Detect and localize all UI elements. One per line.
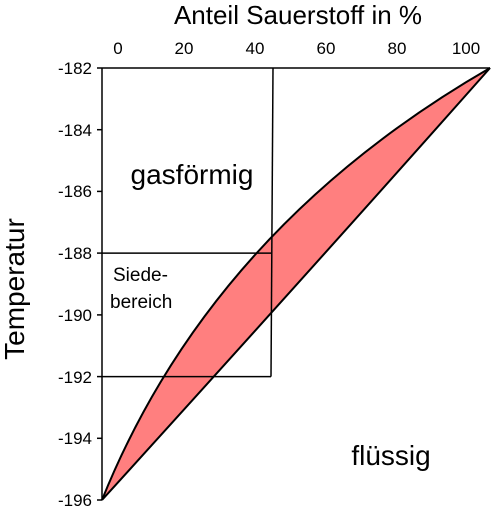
x-tick-label: 60 (317, 39, 336, 58)
y-tick-label: -194 (58, 429, 92, 448)
x-tick-labels: 0 20 40 60 80 100 (113, 39, 480, 58)
liquid-region-label: flüssig (351, 440, 430, 471)
x-tick-label: 80 (388, 39, 407, 58)
boiling-construction-lines (102, 67, 274, 378)
y-tick-label: -184 (58, 121, 92, 140)
y-tick-label: -186 (58, 182, 92, 201)
boiling-range-label-line2: bereich (110, 292, 172, 313)
x-axis-title: Anteil Sauerstoff in % (174, 0, 422, 30)
y-tick-label: -188 (58, 244, 92, 263)
y-axis-title: Temperatur (0, 218, 30, 360)
gas-region-label: gasförmig (131, 159, 254, 190)
boiling-range-label-line1: Siede- (113, 265, 168, 286)
y-tick-label: -190 (58, 306, 92, 325)
x-tick-label: 0 (113, 39, 122, 58)
y-tick-labels: -182 -184 -186 -188 -190 -192 -194 -196 (58, 59, 92, 510)
y-tick-marks (97, 67, 102, 501)
vertical-composition-line (270, 67, 274, 377)
y-tick-label: -192 (58, 368, 92, 387)
x-tick-label: 40 (246, 39, 265, 58)
x-tick-label: 100 (452, 39, 480, 58)
y-tick-label: -182 (58, 59, 92, 78)
y-tick-label: -196 (58, 491, 92, 510)
x-tick-label: 20 (175, 39, 194, 58)
